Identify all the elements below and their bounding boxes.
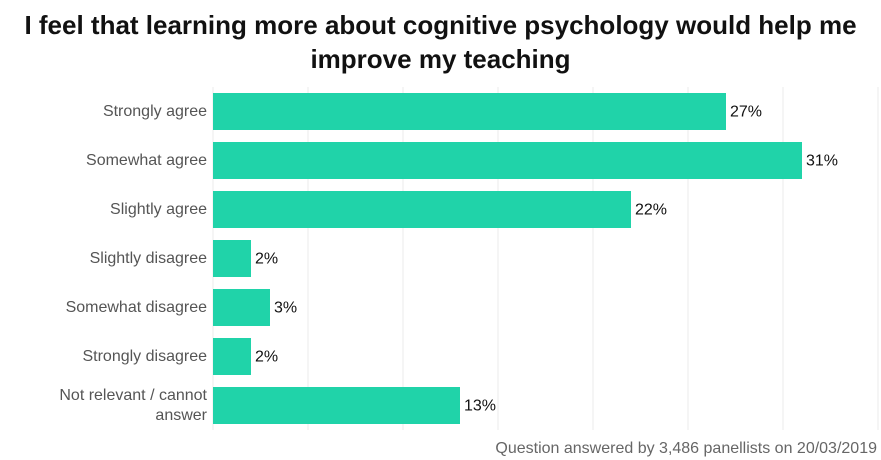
y-tick-label: Slightly disagree xyxy=(89,249,207,267)
value-label: 2% xyxy=(255,251,278,268)
y-tick-label: Strongly agree xyxy=(102,102,207,120)
bar xyxy=(213,240,251,277)
bar xyxy=(213,338,251,375)
y-tick-label: Somewhat disagree xyxy=(65,298,207,316)
bar xyxy=(213,191,631,228)
y-tick-label: Not relevant / cannot answer xyxy=(59,386,207,424)
value-label: 13% xyxy=(464,398,496,415)
value-label: 22% xyxy=(635,202,667,219)
y-tick-label: Somewhat agree xyxy=(86,151,207,169)
bar xyxy=(213,93,726,130)
chart-title: I feel that learning more about cognitiv… xyxy=(24,10,857,74)
value-label: 3% xyxy=(274,300,297,317)
value-label: 31% xyxy=(806,153,838,170)
y-tick-label: Strongly disagree xyxy=(82,347,207,365)
bar xyxy=(213,387,460,424)
caption: Question answered by 3,486 panellists on… xyxy=(495,440,877,457)
y-tick-label: Slightly agree xyxy=(110,200,207,218)
bar xyxy=(213,142,802,179)
value-label: 2% xyxy=(255,349,278,366)
value-label: 27% xyxy=(730,104,762,121)
bar xyxy=(213,289,270,326)
